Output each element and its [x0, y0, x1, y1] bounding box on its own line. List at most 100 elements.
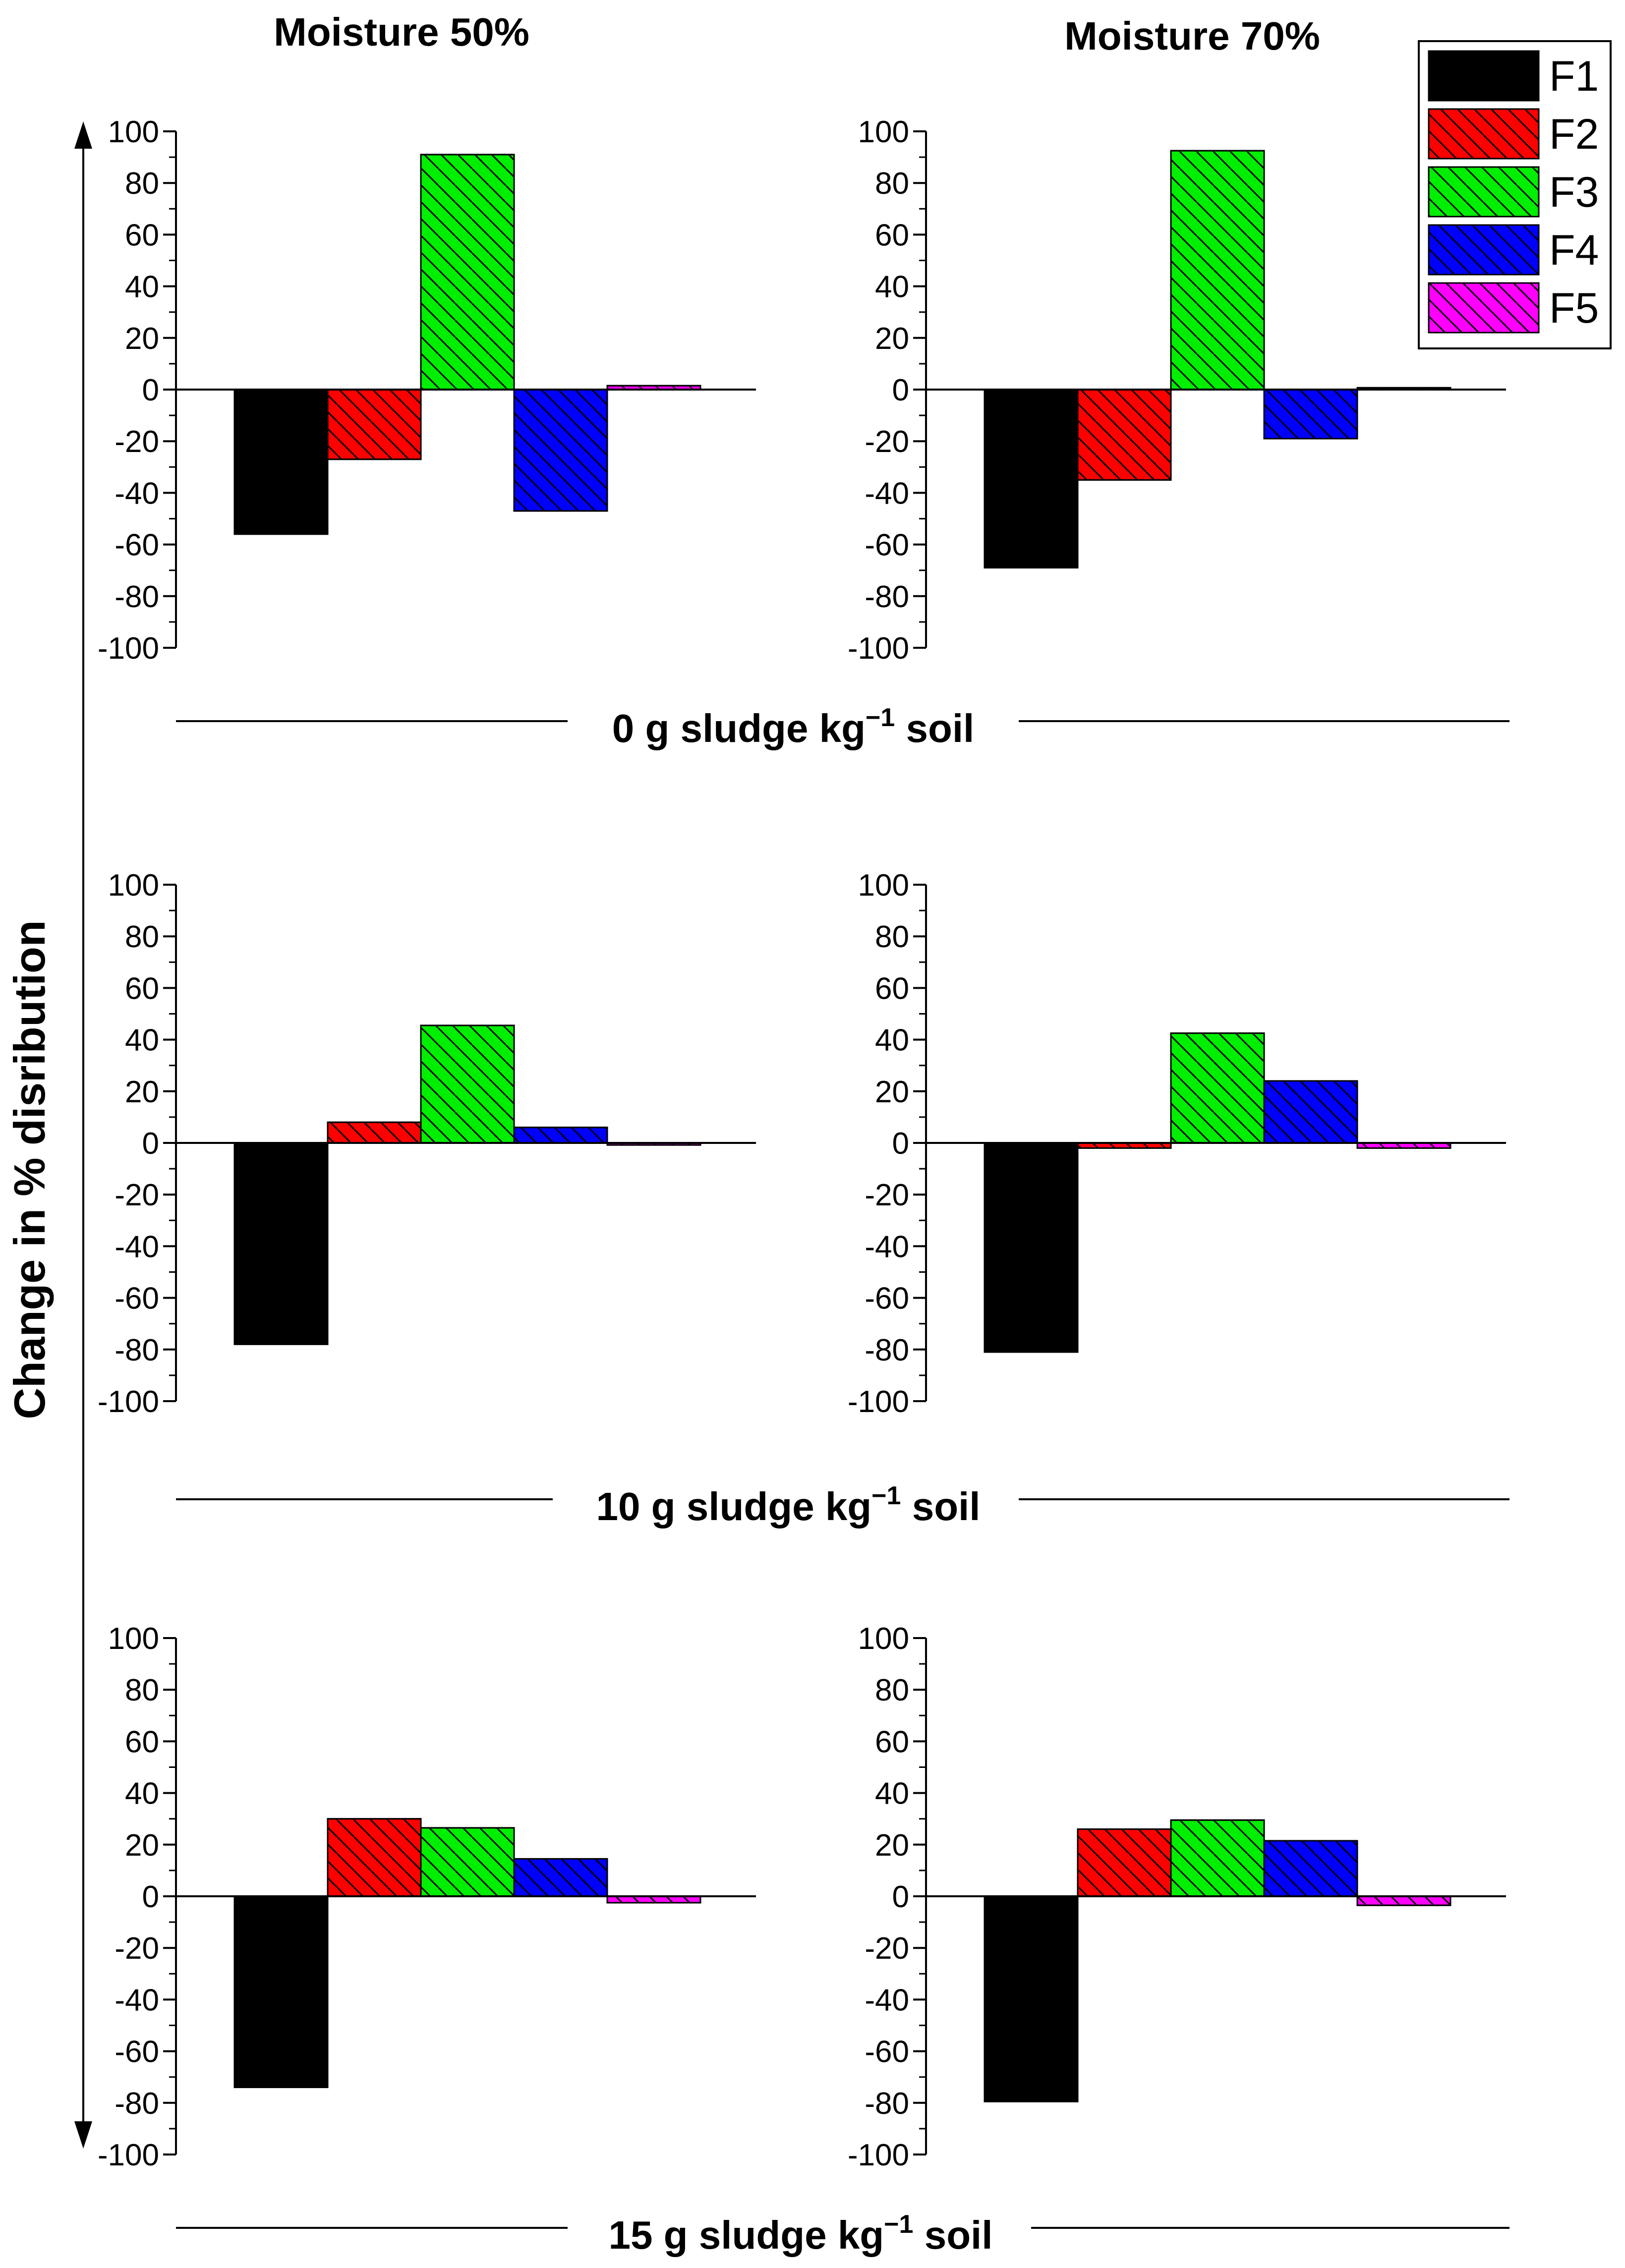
- bar-f2: [1077, 1828, 1172, 1897]
- y-tick-label: -60: [115, 2035, 159, 2069]
- y-axis-label: Change in % disribution: [5, 920, 54, 1419]
- legend-entry-f5: F5: [1428, 282, 1599, 334]
- y-tick-label: -100: [98, 631, 159, 666]
- legend-label: F3: [1549, 169, 1599, 216]
- panel-4: 100 80 60 40 20 0 -20 -40 -60 -80 -100: [848, 868, 1506, 1419]
- bar-f5: [606, 1895, 701, 1904]
- y-tick-label: 20: [875, 1828, 909, 1863]
- y-tick-label: 80: [875, 167, 909, 201]
- bar-f3: [420, 1827, 515, 1897]
- bar-f4: [1263, 1840, 1358, 1897]
- y-axis-arrow: [74, 121, 92, 2149]
- bar-f2: [327, 1121, 422, 1144]
- legend-label: F1: [1549, 53, 1599, 100]
- y-tick-label: -100: [848, 631, 909, 666]
- row-label-0g-sup: −1: [866, 703, 895, 732]
- legend-entry-f1: F1: [1428, 50, 1599, 102]
- y-tick-label: 100: [858, 1622, 909, 1656]
- y-tick-label: -80: [115, 2087, 159, 2121]
- y-tick-label: 0: [142, 1880, 159, 1914]
- bar-f4: [1263, 1080, 1358, 1144]
- bar-f4: [513, 1127, 608, 1144]
- y-tick-label: -80: [865, 580, 909, 614]
- y-tick-label: -40: [115, 1983, 159, 2017]
- y-tick-label: 40: [125, 1777, 159, 1811]
- y-tick-label: -40: [865, 1230, 909, 1264]
- svg-text:10 g sludge kg−1 soil: 10 g sludge kg−1 soil: [596, 1481, 980, 1529]
- y-tick-label: 40: [125, 270, 159, 304]
- legend: F1 F2 F3 F4 F5: [1418, 40, 1612, 349]
- y-tick-label: -80: [115, 580, 159, 614]
- bar-f5: [1356, 1895, 1451, 1906]
- y-tick-label: 60: [125, 218, 159, 252]
- y-tick-label: 20: [875, 1075, 909, 1109]
- y-tick-label: 20: [125, 1075, 159, 1109]
- y-tick-label: 60: [875, 971, 909, 1006]
- panel-6: 100 80 60 40 20 0 -20 -40 -60 -80 -100: [848, 1622, 1506, 2172]
- legend-entry-f4: F4: [1428, 224, 1599, 276]
- panel-1: 100 80 60 40 20 0 -20 -40 -60 -80 -100: [98, 115, 756, 666]
- y-tick-label: 100: [108, 115, 159, 149]
- y-tick-label: -80: [865, 2087, 909, 2121]
- y-tick-label: 0: [142, 373, 159, 407]
- bar-f3: [420, 154, 515, 391]
- row-label-15g: 15 g sludge kg−1 soil: [176, 2210, 1509, 2257]
- y-tick-label: 40: [125, 1023, 159, 1058]
- bar-f1: [233, 1142, 329, 1345]
- y-tick-label: 20: [875, 322, 909, 356]
- row-label-10g-main: 10 g sludge kg: [596, 1484, 871, 1529]
- y-tick-label: -40: [865, 476, 909, 510]
- y-tick-label: 80: [875, 1673, 909, 1707]
- panel-5: 100 80 60 40 20 0 -20 -40 -60 -80 -100: [98, 1622, 756, 2172]
- y-tick-label: -20: [865, 425, 909, 459]
- y-tick-label: -20: [865, 1178, 909, 1212]
- y-tick-label: -60: [865, 1282, 909, 1316]
- bar-f2: [1077, 389, 1172, 481]
- bar-f3: [1170, 1032, 1265, 1144]
- y-tick-label: -40: [115, 476, 159, 510]
- y-tick-label: -60: [865, 2035, 909, 2069]
- y-tick-label: 0: [142, 1127, 159, 1161]
- y-tick-label: -100: [848, 1385, 909, 1419]
- y-tick-label: 100: [858, 868, 909, 903]
- row-label-15g-sup: −1: [884, 2210, 913, 2239]
- y-tick-label: -60: [865, 528, 909, 563]
- y-tick-label: -20: [865, 1931, 909, 1966]
- legend-swatch: [1428, 50, 1540, 102]
- y-tick-label: 40: [875, 270, 909, 304]
- svg-text:15 g sludge kg−1 soil: 15 g sludge kg−1 soil: [608, 2210, 992, 2257]
- y-tick-label: 100: [108, 868, 159, 903]
- bar-f2: [327, 389, 422, 460]
- y-tick-label: 60: [875, 218, 909, 252]
- row-label-0g: 0 g sludge kg−1 soil: [176, 703, 1509, 750]
- bar-f1: [233, 389, 329, 535]
- row-label-10g-tail: soil: [901, 1484, 980, 1529]
- svg-text:0 g sludge kg−1 soil: 0 g sludge kg−1 soil: [612, 703, 975, 750]
- y-tick-label: 100: [108, 1622, 159, 1656]
- y-tick-label: 60: [875, 1725, 909, 1759]
- column-title-moisture-50: Moisture 50%: [274, 10, 529, 54]
- bar-f3: [1170, 1819, 1265, 1897]
- y-tick-label: 80: [875, 920, 909, 954]
- y-tick-label: 80: [125, 1673, 159, 1707]
- bar-f4: [1263, 389, 1358, 440]
- y-tick-label: 80: [125, 167, 159, 201]
- bar-f4: [513, 389, 608, 512]
- y-tick-label: -20: [115, 1178, 159, 1212]
- row-label-15g-main: 15 g sludge kg: [608, 2213, 884, 2257]
- y-tick-label: 0: [892, 1127, 909, 1161]
- panel-3: 100 80 60 40 20 0 -20 -40 -60 -80 -100: [98, 868, 756, 1419]
- y-tick-label: -100: [98, 2138, 159, 2172]
- y-tick-label: 80: [125, 920, 159, 954]
- y-tick-label: -20: [115, 425, 159, 459]
- y-tick-label: 60: [125, 971, 159, 1006]
- y-tick-label: 100: [858, 115, 909, 149]
- panel-2: 100 80 60 40 20 0 -20 -40 -60 -80 -100: [848, 115, 1506, 666]
- row-label-10g: 10 g sludge kg−1 soil: [176, 1481, 1509, 1529]
- bar-f4: [513, 1858, 608, 1897]
- row-label-15g-tail: soil: [913, 2213, 992, 2257]
- y-tick-label: 20: [125, 1828, 159, 1863]
- y-tick-label: -40: [865, 1983, 909, 2017]
- bar-f3: [1170, 150, 1265, 391]
